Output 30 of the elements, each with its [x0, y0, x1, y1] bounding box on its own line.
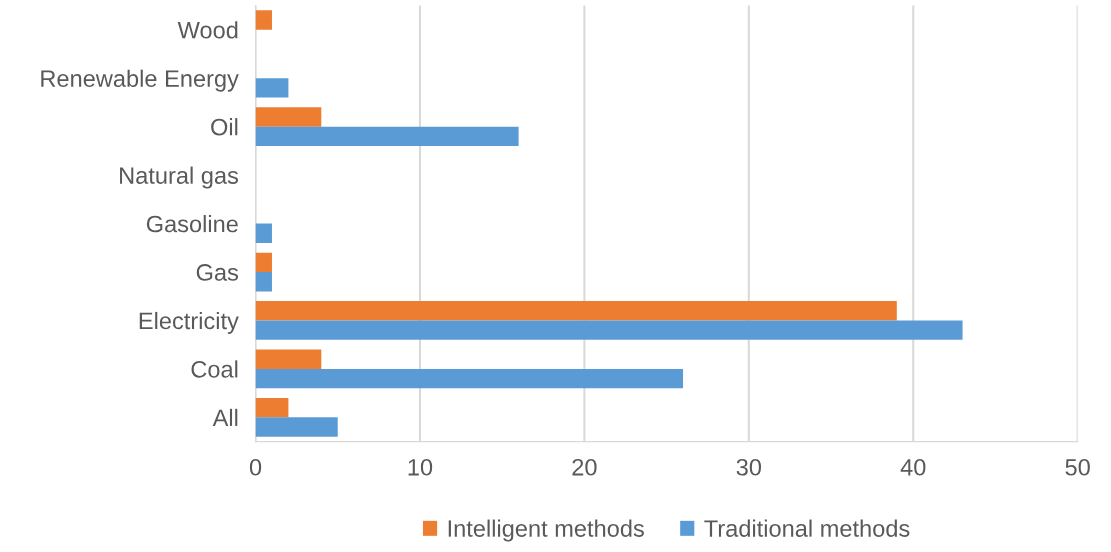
- x-tick-label: 0: [249, 458, 262, 476]
- x-tick-label: 10: [408, 458, 433, 476]
- y-tick-label: Natural gas: [120, 166, 239, 189]
- legend-label: Intelligent methods: [448, 519, 644, 542]
- y-tick-label: All: [212, 408, 238, 426]
- x-tick-label: 40: [900, 458, 926, 476]
- bar: [255, 10, 272, 30]
- x-tick-label: 30: [736, 458, 762, 476]
- bar: [255, 223, 272, 243]
- bar: [255, 417, 338, 437]
- bar: [255, 349, 322, 369]
- bar: [255, 397, 289, 418]
- y-tick-label: Renewable Energy: [41, 69, 239, 92]
- bar: [255, 320, 963, 340]
- y-tick-label: Electricity: [139, 311, 239, 334]
- bar: [255, 107, 322, 127]
- bar: [255, 272, 272, 292]
- y-tick-label: Gas: [196, 264, 239, 281]
- bar: [255, 126, 519, 147]
- bar: [255, 368, 684, 389]
- x-tick-label: 20: [572, 458, 597, 476]
- bar: [255, 301, 897, 321]
- x-tick-label: 50: [1065, 458, 1090, 476]
- y-tick-label: Gasoline: [146, 215, 238, 233]
- y-tick-label: Coal: [191, 360, 238, 378]
- bar: [255, 78, 289, 98]
- y-tick-label: Oil: [211, 118, 238, 136]
- y-tick-label: Wood: [177, 21, 238, 39]
- bar: [255, 252, 272, 273]
- legend-label: Traditional methods: [704, 519, 910, 537]
